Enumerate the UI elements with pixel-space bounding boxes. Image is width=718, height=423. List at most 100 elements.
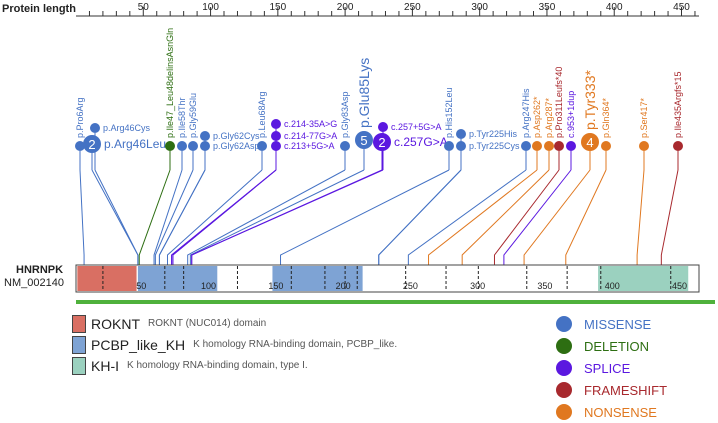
variant-connector <box>407 169 527 265</box>
axis-tick-label: 200 <box>337 2 354 13</box>
variant-splice[interactable]: c.214-77G>A <box>271 131 337 141</box>
variant-splice[interactable]: c.213+5G>A <box>271 141 335 151</box>
variant-frameshift[interactable]: p.Ile435Argfs*15 <box>673 71 683 151</box>
variant-missense[interactable]: 5 p.Glu85Lys <box>355 58 373 149</box>
variant-head-dot[interactable] <box>271 119 281 129</box>
variant-head-dot[interactable] <box>83 135 101 153</box>
axis-tick-label: 250 <box>404 2 421 13</box>
legend-type-row: NONSENSE <box>556 401 716 423</box>
lollipop-diagram: Protein length 50 100 150 200 250 300 350 400 45… <box>2 2 715 304</box>
variant-missense[interactable]: p.Gly62Asp <box>200 141 260 151</box>
variant-connector <box>138 169 171 265</box>
variant-missense[interactable]: p.His152Leu <box>444 87 454 151</box>
variant-connector <box>154 169 194 265</box>
axis-title: Protein length <box>2 3 76 15</box>
variant-head-dot[interactable] <box>456 141 466 151</box>
protein-domains <box>77 266 689 291</box>
variant-head-dot[interactable] <box>200 141 210 151</box>
variant-head-dot[interactable] <box>355 131 373 149</box>
variant-nonsense[interactable]: p.Asp262* <box>532 96 542 151</box>
variant-deletion[interactable]: p.Ile47_Leu48delinsAsnGln <box>165 28 175 151</box>
variant-head-dot[interactable] <box>271 141 281 151</box>
variant-head-dot[interactable] <box>271 131 281 141</box>
variant-splice[interactable]: c.214-35A>G <box>271 119 337 129</box>
variant-head-dot[interactable] <box>532 141 542 151</box>
variant-head-dot[interactable] <box>544 141 554 151</box>
variant-head-dot[interactable] <box>188 141 198 151</box>
variant-head-dot[interactable] <box>601 141 611 151</box>
variant-head-dot[interactable] <box>521 141 531 151</box>
variant-head-dot[interactable] <box>566 141 576 151</box>
variant-label: p.Gly62Asp <box>213 141 260 151</box>
variant-missense[interactable]: p.Gly83Asp <box>340 91 350 151</box>
variant-splice[interactable]: c.953+1dup <box>566 91 576 151</box>
variant-frameshift[interactable]: p.Pro311Leufs*40 <box>554 67 564 151</box>
variant-nonsense[interactable]: p.Gln364* <box>601 97 611 151</box>
legend-domain-description: K homology RNA-binding domain, PCBP_like… <box>193 339 398 350</box>
baseline-bar <box>76 300 715 304</box>
variant-head-dot[interactable] <box>673 141 683 151</box>
variant-nonsense[interactable]: p.Arg287* <box>544 97 554 151</box>
domain-pcbp-like-kh <box>137 266 218 291</box>
variant-connector <box>171 169 277 265</box>
axis-tick-label: 350 <box>539 2 556 13</box>
variant-head-dot[interactable] <box>90 123 100 133</box>
variant-connector <box>378 169 462 265</box>
variant-connector <box>189 169 365 265</box>
variant-head-dot[interactable] <box>177 141 187 151</box>
variant-label: p.Arg247His <box>521 88 531 138</box>
variant-connector <box>153 169 183 265</box>
legend-type-dot <box>556 316 572 332</box>
variant-label: p.Pro311Leufs*40 <box>554 67 564 138</box>
variant-connector <box>565 169 607 265</box>
variant-head-dot[interactable] <box>257 141 267 151</box>
axis-tick-label: 450 <box>673 2 690 13</box>
protein-scale-labels: 50 100 150 200 250 300 350 400 450 <box>136 281 687 291</box>
variant-missense[interactable]: 2 p.Arg46Leu <box>83 135 166 153</box>
variant-missense[interactable]: p.Leu68Arg <box>257 91 267 151</box>
variant-missense[interactable]: p.Gly62Cys <box>200 131 260 141</box>
variant-head-dot[interactable] <box>456 129 466 139</box>
variant-missense[interactable]: p.Tyr225Cys <box>456 141 520 151</box>
variant-head-dot[interactable] <box>75 141 85 151</box>
variant-nonsense[interactable]: 4 p.Tyr333* <box>581 70 599 151</box>
variant-label: c.214-77G>A <box>284 131 337 141</box>
variant-missense[interactable]: p.Gly59Glu <box>188 93 198 151</box>
variant-head-dot[interactable] <box>639 141 649 151</box>
domain-kh-i <box>598 266 689 291</box>
legend-domain-name: PCBP_like_KH <box>91 336 186 353</box>
variant-label: p.Arg287* <box>544 97 554 138</box>
variant-connector <box>172 169 277 265</box>
variant-label: p.Gly59Glu <box>188 93 198 138</box>
variant-head-dot[interactable] <box>340 141 350 151</box>
variant-splice[interactable]: 2 c.257G>A <box>373 133 448 151</box>
variant-head-dot[interactable] <box>581 133 599 151</box>
variant-label: p.Arg46Cys <box>103 123 151 133</box>
variant-label: p.Ile58Thr <box>177 97 187 138</box>
legend-type-row: DELETION <box>556 335 716 357</box>
variant-missense[interactable]: p.Ile58Thr <box>177 97 187 151</box>
variant-head-dot[interactable] <box>200 131 210 141</box>
variant-missense[interactable]: p.Arg46Cys <box>90 123 151 133</box>
variant-label: c.953+1dup <box>566 91 576 138</box>
variant-head-dot[interactable] <box>444 141 454 151</box>
mutation-type-legend: MISSENSE DELETION SPLICE FRAMESHIFT NONSENSE <box>556 313 716 423</box>
variant-head-dot[interactable] <box>165 141 175 151</box>
variant-connector <box>187 169 346 265</box>
variant-label: p.Ile435Argfs*15 <box>673 71 683 138</box>
variant-label: c.257G>A <box>394 135 448 149</box>
variant-head-dot[interactable] <box>378 122 388 132</box>
variant-nonsense[interactable]: p.Ser417* <box>639 97 649 151</box>
variant-missense[interactable]: p.Tyr225His <box>456 129 518 139</box>
variant-label: p.Asp262* <box>532 96 542 138</box>
variant-label: c.214-35A>G <box>284 119 337 129</box>
legend-type-dot <box>556 382 572 398</box>
variant-head-dot[interactable] <box>373 133 391 151</box>
variant-head-dot[interactable] <box>554 141 564 151</box>
gene-name: HNRNPK <box>16 264 63 276</box>
variant-label: p.Tyr225Cys <box>469 141 520 151</box>
variant-missense[interactable]: p.Pro6Arg <box>75 97 85 151</box>
variant-missense[interactable]: p.Arg247His <box>521 88 531 151</box>
variant-splice[interactable]: c.257+5G>A <box>378 122 442 132</box>
